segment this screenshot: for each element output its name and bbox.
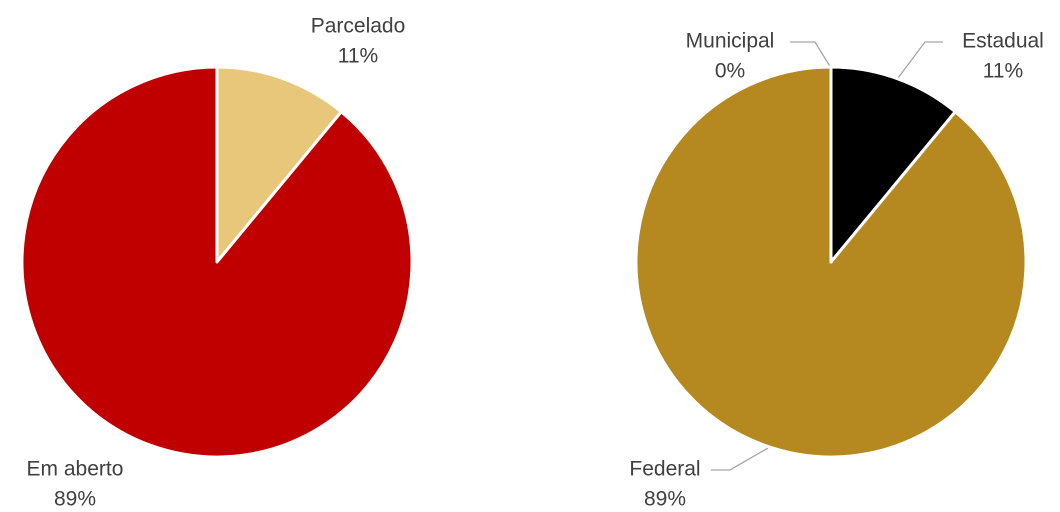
slice-label: Federal [629, 458, 700, 481]
leader-line [711, 447, 769, 471]
pie-slice [829, 65, 957, 264]
pie-slice [20, 65, 414, 459]
slice-label: Municipal [686, 30, 775, 53]
slice-value: 89% [644, 488, 686, 511]
leader-line [790, 41, 832, 69]
slice-label: Estadual [962, 30, 1044, 53]
slice-label: Parcelado [311, 15, 406, 38]
slice-value: 11% [338, 45, 378, 68]
slice-label: Em aberto [27, 458, 124, 481]
leader-line [897, 41, 943, 79]
slice-value: 89% [54, 488, 96, 511]
slice-value: 11% [983, 60, 1023, 83]
slice-value: 0% [715, 60, 745, 83]
pie-slice [215, 65, 343, 264]
